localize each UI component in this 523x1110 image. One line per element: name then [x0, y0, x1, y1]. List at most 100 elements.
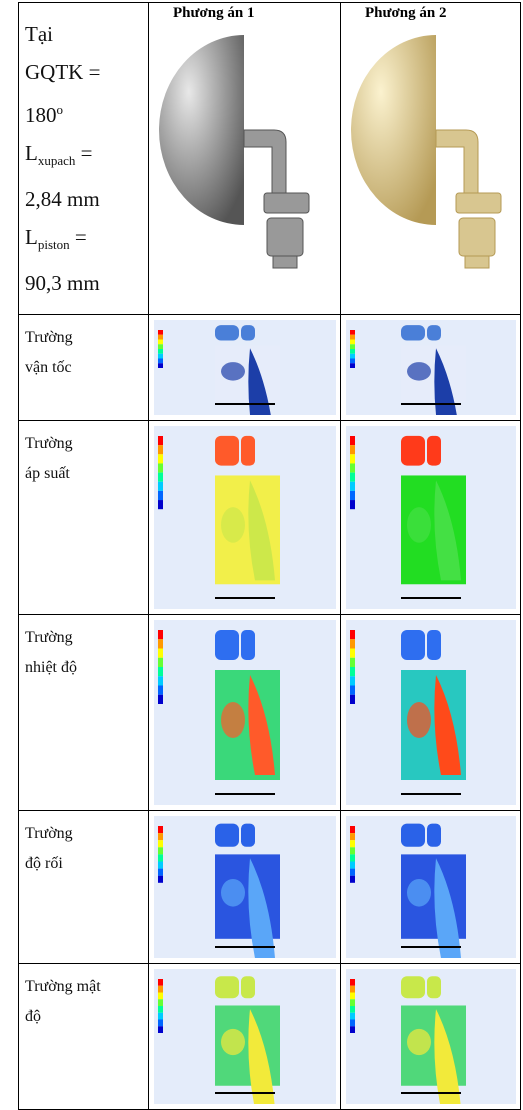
text: Trường: [25, 323, 142, 353]
comparison-table: Tại GQTK = 180o Lxupach = 2,84 mm Lpisto…: [18, 2, 521, 1110]
legend-color: [158, 330, 163, 335]
legend-color: [350, 335, 355, 340]
text: 180o: [25, 91, 142, 134]
flow-region: [221, 362, 245, 380]
simulation-image: [346, 816, 516, 958]
legend-color: [158, 667, 163, 676]
column-header: Phương án 1: [149, 3, 340, 25]
legend-color: [158, 677, 163, 686]
condition-cell: Tại GQTK = 180o Lxupach = 2,84 mm Lpisto…: [19, 3, 149, 315]
flow-region: [221, 702, 245, 738]
legend-color: [158, 855, 163, 862]
header-row: Tại GQTK = 180o Lxupach = 2,84 mm Lpisto…: [19, 3, 521, 315]
legend-color: [158, 1020, 163, 1027]
flow-region: [221, 879, 245, 907]
text: GQTK =: [25, 53, 142, 91]
flow-region: [407, 362, 431, 380]
legend-color: [350, 848, 355, 855]
legend-color: [350, 345, 355, 350]
legend-color: [158, 340, 163, 345]
legend-color: [350, 649, 355, 658]
legend-color: [158, 1013, 163, 1020]
legend-color: [350, 855, 355, 862]
legend-color: [158, 364, 163, 369]
flow-region: [221, 1029, 245, 1055]
legend-color: [350, 630, 355, 639]
legend-color: [350, 677, 355, 686]
flow-region: [221, 507, 245, 543]
text: L: [25, 225, 38, 249]
legend-color: [158, 473, 163, 482]
scale-bar: [215, 1092, 275, 1094]
simulation-image: [346, 320, 516, 415]
port: [427, 977, 441, 999]
legend-color: [350, 473, 355, 482]
legend-color: [158, 482, 163, 491]
text: 90,3 mm: [25, 264, 142, 302]
legend-color: [158, 640, 163, 649]
text: độ rối: [25, 849, 142, 879]
port: [401, 630, 425, 660]
simulation-image: [154, 969, 336, 1104]
text: L: [25, 141, 38, 165]
text: 180: [25, 103, 57, 127]
port: [427, 824, 441, 847]
legend-color: [350, 833, 355, 840]
legend-color: [350, 436, 355, 445]
port: [401, 824, 425, 847]
legend-color: [158, 649, 163, 658]
design-cell: Phương án 1: [149, 3, 341, 315]
legend-color: [158, 658, 163, 667]
text: áp suất: [25, 459, 142, 489]
text: piston: [38, 237, 70, 252]
legend-color: [350, 340, 355, 345]
legend-color: [350, 1006, 355, 1013]
legend-color: [158, 335, 163, 340]
legend-color: [350, 500, 355, 509]
text: Trường mật: [25, 972, 142, 1002]
legend-color: [350, 349, 355, 354]
legend-color: [158, 1006, 163, 1013]
scale-bar: [215, 793, 275, 795]
legend-color: [158, 455, 163, 464]
legend-color: [158, 841, 163, 848]
row-label: Trườngnhiệt độ: [19, 615, 149, 811]
model-image: [341, 25, 521, 280]
piston: [267, 218, 303, 256]
simulation-image: [346, 969, 516, 1104]
legend-color: [350, 876, 355, 883]
legend-color: [350, 841, 355, 848]
text: Trường: [25, 819, 142, 849]
legend-color: [350, 667, 355, 676]
port: [401, 977, 425, 999]
legend-color: [350, 1027, 355, 1034]
legend-color: [158, 1027, 163, 1034]
port: [241, 630, 255, 660]
simulation-image: [346, 426, 516, 609]
legend-color: [158, 354, 163, 359]
scale-bar: [401, 403, 461, 405]
flow-region: [407, 507, 431, 543]
piston-base: [273, 256, 297, 268]
legend-color: [158, 833, 163, 840]
legend-color: [350, 658, 355, 667]
legend-color: [350, 1020, 355, 1027]
port: [215, 326, 239, 341]
text: Trường: [25, 623, 142, 653]
legend-color: [350, 869, 355, 876]
legend-color: [158, 986, 163, 993]
legend-color: [350, 640, 355, 649]
legend-color: [350, 686, 355, 695]
text: Tại: [25, 15, 142, 53]
simulation-image: [154, 816, 336, 958]
legend-color: [158, 862, 163, 869]
scale-bar: [215, 403, 275, 405]
legend-color: [350, 1013, 355, 1020]
piston: [459, 218, 495, 256]
flow-region: [407, 879, 431, 907]
simulation-image: [154, 426, 336, 609]
legend-color: [350, 862, 355, 869]
legend-color: [158, 345, 163, 350]
legend-color: [350, 446, 355, 455]
